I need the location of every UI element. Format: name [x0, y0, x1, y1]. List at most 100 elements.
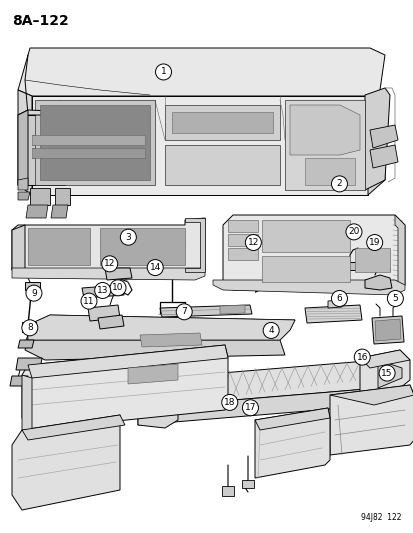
Polygon shape — [28, 228, 90, 265]
Polygon shape — [18, 178, 28, 190]
Polygon shape — [212, 280, 404, 295]
Polygon shape — [140, 333, 202, 347]
Polygon shape — [28, 315, 294, 340]
Circle shape — [263, 322, 278, 338]
Polygon shape — [32, 148, 145, 158]
Polygon shape — [261, 220, 349, 252]
Circle shape — [242, 400, 258, 416]
Circle shape — [245, 235, 261, 251]
Polygon shape — [22, 322, 36, 332]
Polygon shape — [35, 100, 154, 185]
Polygon shape — [165, 145, 279, 185]
Polygon shape — [289, 105, 359, 155]
Polygon shape — [22, 415, 125, 440]
Polygon shape — [28, 315, 294, 340]
Circle shape — [331, 290, 347, 306]
Text: 13: 13 — [97, 286, 108, 295]
Polygon shape — [228, 220, 257, 232]
Polygon shape — [185, 218, 204, 272]
Polygon shape — [18, 340, 34, 348]
Polygon shape — [221, 486, 233, 496]
Polygon shape — [51, 205, 68, 218]
Text: 2: 2 — [336, 180, 342, 188]
Polygon shape — [12, 225, 25, 270]
Polygon shape — [128, 364, 178, 384]
Text: 20: 20 — [347, 228, 359, 236]
Text: 6: 6 — [336, 294, 342, 303]
Text: 8A–122: 8A–122 — [12, 14, 69, 28]
Polygon shape — [254, 408, 329, 478]
Text: 16: 16 — [356, 353, 367, 361]
Polygon shape — [138, 360, 401, 408]
Circle shape — [147, 260, 163, 276]
Polygon shape — [18, 90, 32, 195]
Polygon shape — [369, 145, 397, 168]
Circle shape — [345, 224, 361, 240]
Polygon shape — [329, 385, 413, 405]
Polygon shape — [100, 228, 185, 265]
Polygon shape — [18, 48, 384, 96]
Polygon shape — [242, 480, 254, 488]
Text: 1: 1 — [160, 68, 166, 76]
Polygon shape — [369, 125, 397, 148]
Polygon shape — [22, 375, 32, 430]
Polygon shape — [40, 105, 150, 180]
Text: 15: 15 — [380, 369, 392, 377]
Polygon shape — [223, 215, 404, 290]
Text: 10: 10 — [112, 284, 123, 292]
Polygon shape — [26, 205, 48, 218]
Polygon shape — [105, 268, 132, 280]
Circle shape — [81, 293, 97, 309]
Text: 4: 4 — [268, 326, 273, 335]
Polygon shape — [159, 305, 252, 317]
Polygon shape — [138, 375, 178, 428]
Polygon shape — [55, 188, 70, 205]
Polygon shape — [22, 345, 228, 430]
Text: 94J82  122: 94J82 122 — [361, 513, 401, 522]
Polygon shape — [343, 262, 359, 270]
Polygon shape — [359, 350, 409, 396]
Polygon shape — [304, 305, 361, 323]
Polygon shape — [364, 275, 391, 290]
Circle shape — [354, 349, 369, 365]
Circle shape — [22, 320, 38, 336]
Polygon shape — [228, 234, 257, 246]
Polygon shape — [25, 282, 40, 290]
Polygon shape — [228, 248, 257, 260]
Circle shape — [387, 290, 402, 306]
Text: 9: 9 — [31, 289, 37, 297]
Text: 8: 8 — [27, 324, 33, 332]
Polygon shape — [18, 110, 75, 118]
Polygon shape — [32, 135, 145, 145]
Polygon shape — [30, 188, 50, 205]
Circle shape — [221, 394, 237, 410]
Polygon shape — [138, 378, 401, 425]
Circle shape — [102, 256, 117, 272]
Polygon shape — [254, 408, 329, 430]
Polygon shape — [165, 105, 279, 140]
Text: 18: 18 — [223, 398, 235, 407]
Polygon shape — [12, 268, 204, 280]
Polygon shape — [98, 315, 124, 329]
Polygon shape — [88, 305, 120, 321]
Circle shape — [331, 176, 347, 192]
Polygon shape — [364, 88, 389, 190]
Polygon shape — [371, 316, 403, 344]
Polygon shape — [28, 345, 228, 378]
Text: 7: 7 — [181, 308, 187, 316]
Polygon shape — [16, 358, 42, 370]
Polygon shape — [18, 115, 65, 185]
Text: 11: 11 — [83, 297, 95, 305]
Circle shape — [176, 304, 192, 320]
Text: 12: 12 — [104, 260, 115, 268]
Polygon shape — [171, 112, 272, 133]
Polygon shape — [327, 300, 341, 308]
Polygon shape — [374, 319, 400, 341]
Circle shape — [26, 285, 42, 301]
Text: 12: 12 — [247, 238, 259, 247]
Polygon shape — [10, 376, 28, 386]
Polygon shape — [82, 285, 124, 298]
Polygon shape — [18, 110, 28, 185]
Text: 3: 3 — [125, 233, 131, 241]
Polygon shape — [261, 256, 349, 282]
